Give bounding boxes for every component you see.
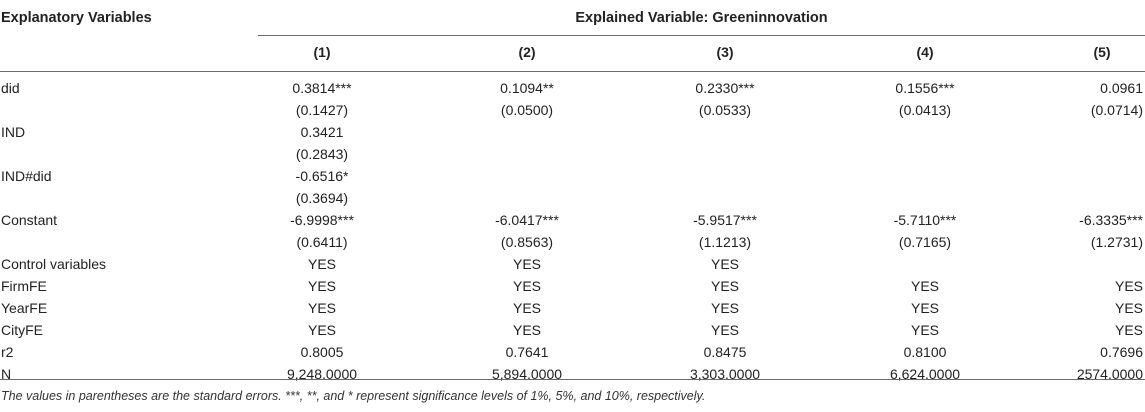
cell-col-1: 0.3814*** [292,80,352,96]
table-row: r2 0.8005 0.7641 0.8475 0.8100 0.7696 [0,344,1145,366]
cell-col-5: 0.0961 [1100,80,1143,96]
cell-col-4: (0.0413) [898,102,952,118]
table-row: (0.6411) (0.8563) (1.1213) (0.7165) (1.2731) [0,234,1145,256]
cell-col-5: (0.0714) [1090,102,1143,118]
explanatory-variables-header: Explanatory Variables [1,10,152,26]
explained-variable-header: Explained Variable: Greeninnovation [575,10,828,26]
cell-col-3: YES [710,300,739,316]
cell-col-3: -5.9517*** [693,212,757,228]
row-label: YearFE [1,300,48,316]
row-label: did [1,80,20,96]
cell-col-2: YES [512,278,541,294]
row-label: CityFE [1,322,43,338]
cell-col-4: YES [910,322,939,338]
row-label: IND [1,124,26,140]
table-row: (0.1427) (0.0500) (0.0533) (0.0413) (0.0714) [0,102,1145,124]
row-label: Control variables [1,256,107,272]
table-footnote: The values in parentheses are the standa… [1,389,706,403]
cell-col-2: 0.7641 [505,344,549,360]
row-label: N [1,366,12,382]
table-row: did 0.3814*** 0.1094** 0.2330*** 0.1556*** 0.… [0,80,1145,102]
column-header-4: (4) [916,44,934,60]
cell-col-3: YES [710,322,739,338]
cell-col-5: YES [1114,322,1143,338]
cell-col-5: YES [1114,300,1143,316]
cell-col-1: -6.9998*** [290,212,354,228]
table-row: Constant -6.9998*** -6.0417*** -5.9517*** -5… [0,212,1145,234]
cell-col-1: YES [307,256,336,272]
cell-col-3: 0.8475 [703,344,747,360]
rule-top-partial [258,35,1145,36]
cell-col-4: YES [910,278,939,294]
cell-col-4: 6,624.0000 [889,366,961,382]
cell-col-1: YES [307,300,336,316]
cell-col-4: -5.7110*** [893,212,957,228]
table-row: Control variables YES YES YES [0,256,1145,278]
table-row: FirmFE YES YES YES YES YES [0,278,1145,300]
table-row: YearFE YES YES YES YES YES [0,300,1145,322]
cell-col-1: (0.6411) [296,234,348,250]
cell-col-3: YES [710,256,739,272]
cell-col-5: -6.3335*** [1079,212,1143,228]
cell-col-1: 0.8005 [300,344,344,360]
cell-col-1: (0.2843) [295,146,349,162]
cell-col-2: -6.0417*** [495,212,559,228]
cell-col-3: 3,303.0000 [689,366,761,382]
cell-col-5: 2574.0000 [1076,366,1143,382]
cell-col-2: YES [512,322,541,338]
cell-col-2: (0.0500) [500,102,554,118]
cell-col-2: YES [512,300,541,316]
column-header-3: (3) [716,44,734,60]
cell-col-2: (0.8563) [500,234,554,250]
column-header-1: (1) [313,44,331,60]
table-row: N 9,248.0000 5,894.0000 3,303.0000 6,624.000… [0,366,1145,388]
cell-col-1: 0.3421 [300,124,344,140]
cell-col-1: YES [307,322,336,338]
cell-col-3: YES [710,278,739,294]
cell-col-2: 0.1094** [500,80,554,96]
column-header-2: (2) [518,44,536,60]
cell-col-1: -0.6516* [295,168,349,184]
rule-header-bottom [0,71,1145,72]
row-label: FirmFE [1,278,47,294]
cell-col-4: 0.1556*** [895,80,955,96]
cell-col-1: 9,248.0000 [286,366,358,382]
cell-col-3: (1.1213) [698,234,752,250]
table-row: (0.3694) [0,190,1145,212]
cell-col-4: YES [910,300,939,316]
cell-col-1: (0.3694) [295,190,349,206]
table-row: (0.2843) [0,146,1145,168]
cell-col-3: 0.2330*** [695,80,755,96]
cell-col-2: 5,894.0000 [491,366,563,382]
column-header-5: (5) [1093,44,1111,60]
table-row: IND 0.3421 [0,124,1145,146]
cell-col-4: (0.7165) [898,234,952,250]
table-row: CityFE YES YES YES YES YES [0,322,1145,344]
row-label: r2 [1,344,14,360]
cell-col-3: (0.0533) [698,102,752,118]
cell-col-1: (0.1427) [295,102,349,118]
cell-col-5: 0.7696 [1100,344,1143,360]
rule-table-bottom [0,379,1145,380]
cell-col-5: YES [1114,278,1143,294]
cell-col-2: YES [512,256,541,272]
table-row: IND#did -0.6516* [0,168,1145,190]
cell-col-5: (1.2731) [1090,234,1143,250]
cell-col-1: YES [307,278,336,294]
row-label: IND#did [1,168,52,184]
cell-col-4: 0.8100 [903,344,947,360]
row-label: Constant [1,212,58,228]
